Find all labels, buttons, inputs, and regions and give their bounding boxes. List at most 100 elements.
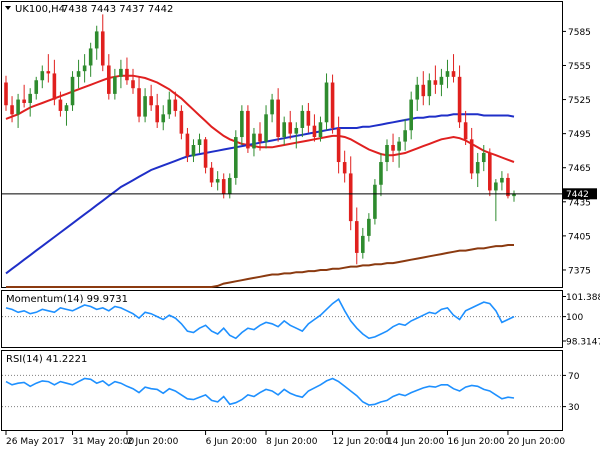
- candle: [16, 93, 20, 128]
- price-tick-label: 7435: [568, 198, 591, 208]
- momentum-tick-label: 98.3147: [566, 337, 600, 347]
- candle: [324, 73, 329, 131]
- time-tick-label: 12 Jun 20:00: [333, 437, 390, 447]
- candle-body: [119, 68, 123, 77]
- candle-body: [227, 177, 232, 194]
- candle-body: [324, 82, 329, 123]
- candle: [421, 71, 426, 106]
- candle-body: [391, 145, 395, 151]
- candle-body: [445, 71, 450, 77]
- candle: [240, 105, 244, 145]
- candle-body: [240, 110, 244, 138]
- candle: [367, 213, 371, 242]
- candle-body: [58, 99, 63, 111]
- candle-body: [28, 93, 32, 103]
- candle-body: [100, 31, 105, 66]
- candle-body: [397, 141, 401, 151]
- candle-body: [179, 110, 184, 134]
- candle-body: [276, 99, 280, 138]
- rsi-line: [5, 377, 515, 406]
- candle: [119, 59, 123, 89]
- time-axis: 26 May 2017 31 May 20:002 Jun 20:00 6 Jun …: [5, 431, 565, 447]
- time-tick-label: 31 May 20:00: [73, 437, 135, 447]
- candle: [131, 68, 135, 94]
- candle-body: [113, 76, 117, 94]
- candle: [264, 105, 268, 149]
- candle: [4, 75, 8, 111]
- candle: [179, 105, 184, 140]
- candle-body: [451, 71, 456, 77]
- candle-body: [421, 84, 426, 97]
- time-tick-label: 6 Jun 20:00: [206, 437, 258, 447]
- candle: [161, 105, 166, 131]
- candle: [488, 148, 492, 197]
- time-tick-label: 16 Jun 20:00: [447, 437, 504, 447]
- candle: [34, 76, 39, 100]
- candle-body: [367, 218, 371, 236]
- candle: [58, 91, 63, 117]
- momentum-plot: [2, 298, 562, 340]
- candle: [294, 122, 299, 149]
- candle-body: [155, 105, 159, 123]
- candle: [463, 110, 468, 145]
- candle: [100, 14, 105, 72]
- candle-body: [252, 133, 256, 149]
- candle-body: [88, 48, 93, 66]
- candle-body: [149, 96, 153, 106]
- time-tick-label: 26 May 2017: [6, 437, 65, 447]
- rsi-tick-label: 70: [568, 372, 580, 382]
- time-tick-label: 8 Jun 20:00: [266, 437, 318, 447]
- candle-body: [215, 179, 220, 183]
- candle-body: [270, 99, 274, 115]
- candle: [76, 59, 81, 89]
- collapse-triangle-icon[interactable]: [5, 6, 11, 10]
- candle-body: [415, 84, 420, 100]
- candle: [209, 162, 214, 188]
- candle-body: [433, 80, 438, 85]
- candle: [143, 88, 147, 123]
- candle: [167, 91, 172, 119]
- candle: [70, 71, 75, 111]
- candle: [88, 42, 93, 77]
- candle-body: [264, 114, 268, 142]
- candle: [391, 133, 395, 163]
- candle: [10, 96, 14, 123]
- candle-body: [354, 221, 359, 253]
- candle: [354, 207, 359, 265]
- candle-body: [330, 82, 335, 128]
- candle: [258, 122, 262, 151]
- candle: [185, 127, 190, 163]
- candle-body: [379, 162, 383, 185]
- rsi-plot: [2, 374, 562, 408]
- ohlc-label: 7438 7443 7437 7442: [62, 4, 173, 15]
- candle-body: [203, 139, 208, 168]
- candle-body: [409, 99, 413, 131]
- momentum-axis: 101.3885 100 98.3147: [562, 293, 600, 347]
- candle: [306, 102, 311, 133]
- candle-body: [348, 173, 353, 222]
- candle-body: [300, 110, 305, 128]
- candle: [385, 139, 389, 172]
- candle-body: [46, 71, 51, 74]
- candle: [197, 133, 202, 153]
- candle: [64, 102, 69, 126]
- candle: [361, 227, 365, 259]
- candle-body: [475, 162, 480, 174]
- candle: [336, 116, 341, 174]
- candle: [445, 59, 450, 89]
- candle: [318, 116, 323, 142]
- time-tick-label: 14 Jun 20:00: [387, 437, 444, 447]
- momentum-panel-frame: [1, 290, 563, 348]
- candle-body: [197, 139, 202, 145]
- candle-body: [131, 80, 135, 89]
- candle-body: [361, 235, 365, 253]
- candle-body: [221, 179, 226, 194]
- candle-body: [373, 184, 377, 219]
- candle-body: [488, 152, 492, 191]
- candle-body: [312, 125, 317, 138]
- candle-body: [76, 71, 81, 77]
- candle-body: [4, 82, 8, 106]
- candle: [379, 152, 383, 197]
- candle-body: [34, 80, 39, 94]
- candle: [288, 110, 293, 140]
